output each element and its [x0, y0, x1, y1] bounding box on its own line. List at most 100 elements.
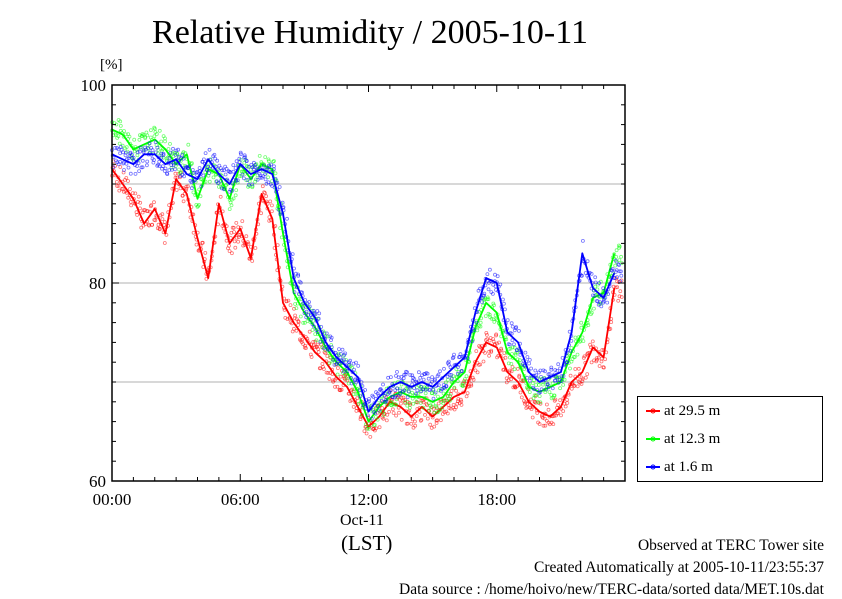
- data-point: [181, 199, 186, 204]
- data-point: [235, 178, 240, 183]
- data-point: [417, 409, 422, 414]
- data-point: [153, 150, 158, 155]
- data-point: [582, 354, 587, 359]
- data-point: [333, 384, 337, 389]
- data-point: [189, 161, 194, 166]
- data-point: [390, 407, 395, 412]
- data-point: [358, 394, 363, 399]
- data-point: [373, 414, 378, 419]
- data-point: [157, 159, 162, 164]
- data-point: [237, 156, 242, 161]
- data-point: [249, 175, 254, 180]
- data-point: [238, 150, 243, 155]
- data-point: [495, 274, 500, 279]
- data-point: [613, 263, 618, 268]
- data-point: [241, 176, 246, 181]
- data-point: [482, 293, 486, 298]
- data-point: [462, 379, 467, 383]
- data-point: [527, 357, 532, 362]
- data-point: [350, 365, 355, 370]
- data-point: [553, 378, 558, 383]
- data-point: [509, 331, 514, 336]
- data-point: [435, 394, 440, 399]
- data-point: [535, 411, 540, 415]
- data-point: [245, 164, 250, 169]
- data-point: [553, 368, 558, 372]
- data-point: [321, 365, 325, 369]
- data-point: [126, 179, 130, 183]
- data-point: [563, 404, 568, 409]
- data-point: [497, 340, 501, 345]
- data-point: [578, 339, 582, 344]
- x-tick-label: 00:00: [93, 490, 132, 509]
- data-point: [218, 178, 223, 183]
- data-point: [242, 160, 247, 165]
- data-point: [316, 330, 320, 335]
- data-point: [355, 396, 360, 401]
- chart-legend: at 29.5 m at 12.3 m at 1.6 m: [637, 396, 823, 482]
- data-point: [176, 147, 181, 152]
- data-point: [203, 151, 208, 156]
- data-point: [433, 404, 438, 408]
- data-point: [130, 156, 135, 160]
- data-point: [135, 164, 139, 169]
- data-point: [599, 356, 604, 361]
- data-point: [617, 294, 622, 299]
- data-point: [581, 339, 586, 344]
- legend-swatch-29-5m: [646, 408, 660, 414]
- data-point: [412, 419, 417, 424]
- data-point: [181, 156, 186, 161]
- legend-item-1-6m: at 1.6 m: [646, 457, 713, 477]
- data-point: [613, 285, 618, 290]
- data-point: [486, 297, 491, 302]
- data-point: [118, 165, 123, 169]
- data-point: [565, 397, 569, 402]
- data-point: [254, 177, 258, 182]
- data-point: [379, 388, 384, 393]
- data-point: [585, 372, 590, 377]
- data-point: [341, 369, 346, 374]
- data-point: [397, 388, 402, 393]
- data-point: [267, 165, 272, 170]
- data-point: [163, 166, 168, 171]
- data-point: [597, 364, 602, 368]
- data-point: [395, 386, 400, 391]
- data-point: [495, 341, 499, 346]
- data-point: [337, 361, 342, 366]
- data-point: [315, 342, 320, 347]
- data-point: [133, 191, 138, 196]
- data-point: [573, 335, 578, 340]
- data-point: [601, 299, 606, 304]
- data-point: [487, 267, 492, 272]
- data-point: [416, 370, 421, 375]
- data-point: [436, 383, 441, 388]
- data-point: [509, 377, 514, 382]
- data-point: [138, 145, 143, 150]
- data-point: [244, 163, 249, 168]
- data-point: [165, 172, 170, 177]
- data-point: [379, 395, 384, 400]
- data-point: [544, 387, 548, 392]
- data-point: [160, 166, 164, 171]
- data-point: [288, 303, 293, 308]
- chart-title: Relative Humidity / 2005-10-11: [152, 14, 588, 51]
- data-point: [414, 379, 419, 384]
- data-point: [189, 186, 194, 191]
- data-point: [397, 410, 401, 415]
- data-point: [344, 376, 349, 381]
- data-point: [537, 394, 542, 399]
- data-point: [322, 331, 327, 336]
- data-point: [338, 351, 343, 356]
- data-point: [367, 397, 371, 401]
- data-point: [267, 163, 271, 168]
- data-point: [580, 377, 585, 382]
- data-point: [349, 375, 353, 380]
- data-point: [316, 316, 321, 321]
- data-point: [321, 346, 326, 351]
- data-point: [558, 398, 562, 403]
- series-line: [111, 153, 616, 413]
- data-point: [561, 382, 566, 387]
- data-point: [150, 148, 155, 153]
- data-point: [509, 361, 514, 366]
